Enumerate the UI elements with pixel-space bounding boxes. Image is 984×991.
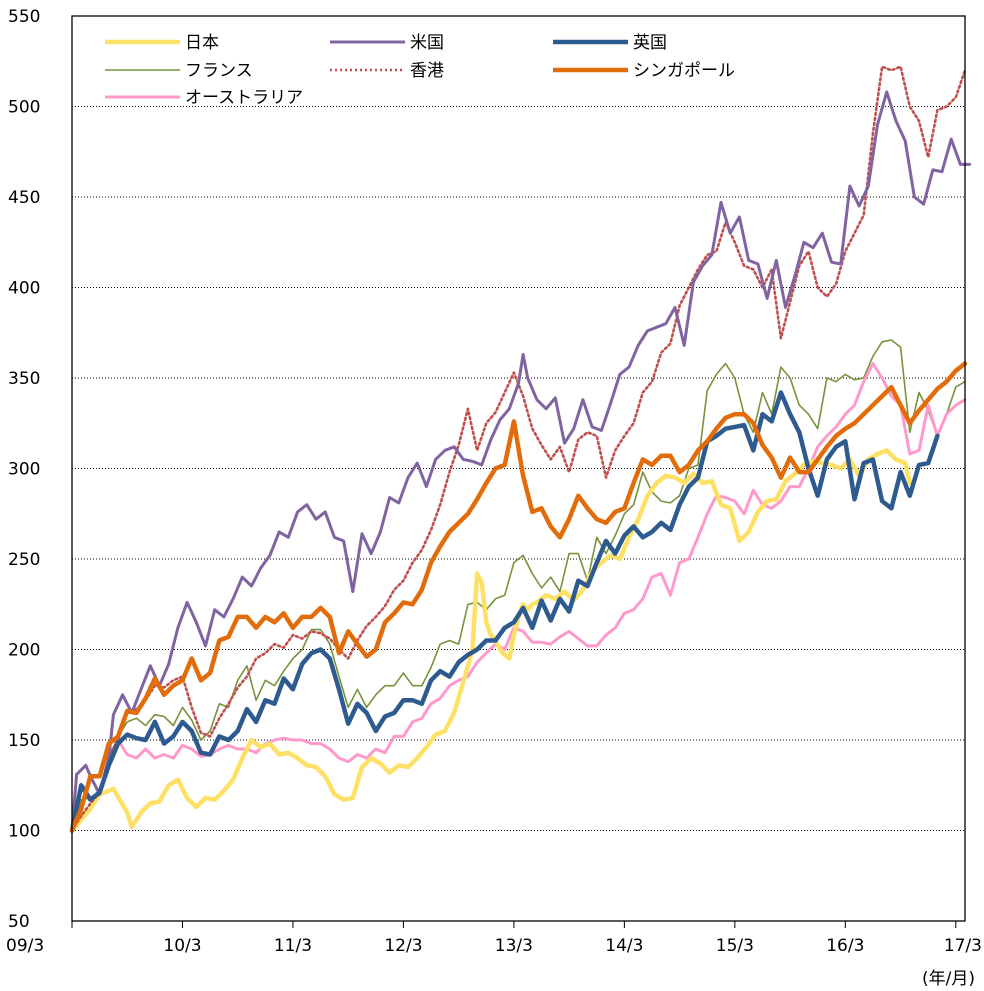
series-line-6 bbox=[70, 362, 967, 832]
y-tick-label: 500 bbox=[8, 98, 40, 118]
x-tick-label: 11/3 bbox=[274, 936, 312, 956]
x-tick-label: 16/3 bbox=[826, 936, 864, 956]
plot-area-frame bbox=[71, 15, 966, 922]
y-tick-label: 50 bbox=[8, 912, 30, 932]
y-tick-label: 150 bbox=[8, 731, 40, 751]
legend-label: 日本 bbox=[185, 33, 219, 53]
series-line-0 bbox=[69, 448, 913, 833]
y-tick-label: 100 bbox=[8, 822, 40, 842]
x-tick-label: 14/3 bbox=[605, 936, 643, 956]
series-line-5 bbox=[69, 361, 968, 833]
y-axis-ticks: 50 100 150 200 250 300 350 400 450 500 550 bbox=[8, 7, 40, 932]
series-lines bbox=[69, 65, 972, 833]
series-line-3 bbox=[71, 339, 966, 832]
legend-label: シンガポール bbox=[633, 61, 735, 81]
x-tick-label: 10/3 bbox=[163, 936, 201, 956]
y-tick-label: 550 bbox=[8, 7, 40, 27]
series-line-1 bbox=[70, 90, 972, 832]
x-axis-ticks: 09/3 10/3 11/3 12/3 13/3 14/3 15/3 16/3 17/3 bbox=[6, 921, 982, 956]
y-tick-label: 250 bbox=[8, 550, 40, 570]
legend-label: 香港 bbox=[410, 61, 444, 81]
x-tick-label: 13/3 bbox=[495, 936, 533, 956]
x-axis-unit-label: (年/月) bbox=[922, 969, 975, 989]
y-tick-label: 200 bbox=[8, 641, 40, 661]
x-tick-label: 15/3 bbox=[716, 936, 754, 956]
legend-label: 英国 bbox=[633, 33, 667, 53]
legend-label: オーストラリア bbox=[185, 88, 303, 108]
x-tick-label: 17/3 bbox=[944, 936, 982, 956]
legend-label: フランス bbox=[185, 61, 253, 81]
y-tick-label: 400 bbox=[8, 279, 40, 299]
series-line-2 bbox=[69, 390, 940, 833]
x-tick-label: 12/3 bbox=[384, 936, 422, 956]
y-tick-label: 350 bbox=[8, 369, 40, 389]
y-tick-label: 450 bbox=[8, 188, 40, 208]
legend-label: 米国 bbox=[410, 33, 444, 53]
gridlines bbox=[72, 106, 965, 831]
x-tick-label: 09/3 bbox=[6, 936, 44, 956]
y-tick-label: 300 bbox=[8, 460, 40, 480]
